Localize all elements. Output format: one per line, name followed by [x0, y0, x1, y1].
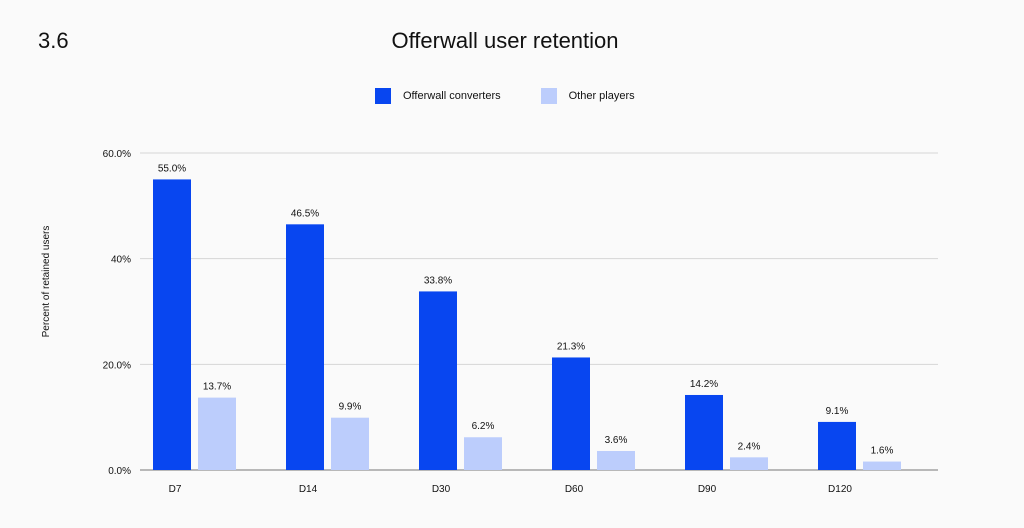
x-tick-label-d7: D7 [169, 484, 182, 495]
chart-title: Offerwall user retention [391, 28, 619, 53]
section-number: 3.6 [38, 28, 69, 53]
bar-offerwall-d90 [685, 394, 723, 470]
legend-swatch-other-players [540, 88, 557, 104]
data-label-other-d60: 3.6% [605, 435, 628, 446]
data-label-offerwall-d30: 33.8% [424, 275, 452, 286]
data-label-other-d14: 9.9% [339, 402, 362, 413]
data-label-offerwall-d14: 46.5% [291, 208, 319, 219]
y-tick-label-2: 40% [111, 255, 131, 266]
bar-offerwall-d60 [552, 357, 590, 470]
data-label-offerwall-d60: 21.3% [557, 341, 585, 352]
bar-offerwall-d14 [286, 224, 324, 470]
x-tick-label-d90: D90 [698, 484, 717, 495]
data-label-offerwall-d90: 14.2% [690, 379, 718, 390]
data-label-other-d120: 1.6% [871, 446, 894, 457]
data-label-other-d30: 6.2% [472, 421, 495, 432]
bar-offerwall-d120 [818, 421, 856, 470]
legend-label-other-players: Other players [568, 90, 635, 102]
y-tick-label-0: 0.0% [108, 466, 131, 477]
data-label-offerwall-d7: 55.0% [158, 163, 186, 174]
data-label-other-d7: 13.7% [203, 382, 231, 393]
y-tick-label-3: 60.0% [103, 149, 131, 160]
bar-other-d14 [331, 417, 369, 470]
x-tick-label-d30: D30 [432, 484, 451, 495]
legend-label-offerwall-converters: Offerwall converters [403, 90, 501, 102]
x-tick-label-d120: D120 [828, 484, 852, 495]
legend-item-offerwall-converters: Offerwall converters [375, 88, 501, 104]
bar-offerwall-d7 [153, 179, 191, 470]
legend-swatch-offerwall-converters [375, 88, 391, 104]
bar-other-d60 [597, 450, 635, 470]
data-label-other-d90: 2.4% [738, 441, 761, 452]
chart-legend: Offerwall converters Other players [375, 88, 675, 104]
y-axis-title: Percent of retained users [41, 226, 52, 338]
y-tick-label-1: 20.0% [103, 360, 131, 371]
bar-other-d30 [464, 437, 502, 470]
bar-other-d90 [730, 457, 768, 470]
data-label-offerwall-d120: 9.1% [826, 406, 849, 417]
x-tick-label-d14: D14 [299, 484, 318, 495]
bar-other-d120 [863, 461, 901, 470]
bar-other-d7 [198, 397, 236, 470]
legend-item-other-players: Other players [540, 88, 635, 104]
x-tick-label-d60: D60 [565, 484, 584, 495]
bar-offerwall-d30 [419, 291, 457, 470]
